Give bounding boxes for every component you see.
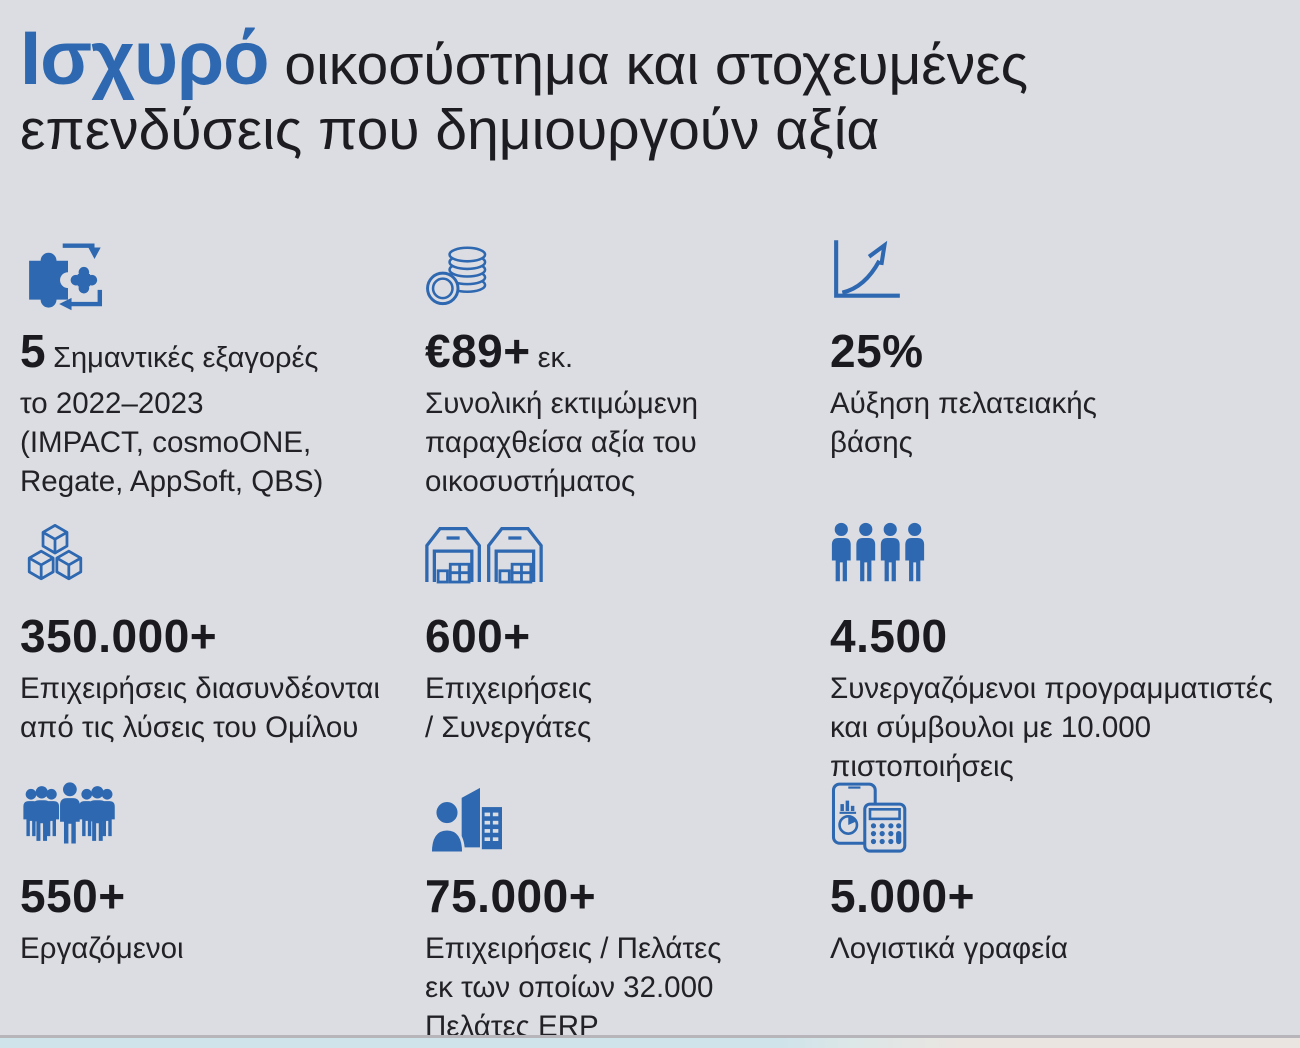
person-buildings-icon: [429, 787, 502, 854]
stat-description: Συνολική εκτιμώμενη παραχθείσα αξία του …: [425, 386, 699, 498]
stat-value: 550+: [20, 869, 126, 922]
stat-value: €89+: [425, 324, 531, 377]
crowd-icon: [23, 782, 115, 844]
cubes-icon: [27, 523, 83, 580]
stat-value: 350.000+: [20, 609, 218, 662]
stat-developers-consultants: 4.500 Συνεργαζόμενοι προγραμματιστές και…: [830, 521, 1280, 783]
stat-ecosystem-value: €89+ εκ. Συνολική εκτιμώμενη παραχθείσα α…: [425, 236, 830, 521]
warehouses-icon: [425, 526, 543, 584]
stat-accounting-offices: 5.000+ Λογιστικά γραφεία: [830, 781, 1280, 1047]
stat-description: Αύξηση πελατειακής βάσης: [830, 386, 1097, 459]
stat-description: Λογιστικά γραφεία: [830, 931, 1068, 965]
stat-suffix: Σημαντικές εξαγορές: [53, 341, 319, 374]
coins-stack-icon: [426, 246, 487, 305]
puzzle-exchange-icon: [29, 243, 103, 310]
page-title: Ισχυρό οικοσύστημα και στοχευμένες επενδ…: [20, 16, 1280, 163]
page-bottom-divider: [0, 1035, 1300, 1038]
stats-grid: 5 Σημαντικές εξαγορές το 2022–2023 (IMPAC…: [20, 236, 1280, 1047]
title-highlight: Ισχυρό: [20, 16, 270, 101]
stat-value: 5: [20, 324, 47, 377]
stat-description: Επιχειρήσεις / Συνεργάτες: [425, 671, 593, 744]
title-line-1: Ισχυρό οικοσύστημα και στοχευμένες: [20, 16, 1280, 101]
stat-suffix: εκ.: [537, 341, 574, 374]
title-line-2: επενδύσεις που δημιουργούν αξία: [20, 98, 880, 163]
stat-customers: 75.000+ Επιχειρήσεις / Πελάτες εκ των οπ…: [425, 781, 830, 1047]
tablet-calculator-icon: [831, 782, 907, 853]
title-rest-line1: οικοσύστημα και στοχευμένες: [268, 33, 1029, 97]
stat-description: Συνεργαζόμενοι προγραμματιστές και σύμβο…: [830, 671, 1273, 783]
stat-customer-growth: 25% Αύξηση πελατειακής βάσης: [830, 236, 1280, 521]
stat-partners: 600+ Επιχειρήσεις / Συνεργάτες: [425, 521, 830, 781]
stat-acquisitions: 5 Σημαντικές εξαγορές το 2022–2023 (IMPAC…: [20, 236, 425, 521]
stat-employees: 550+ Εργαζόμενοι: [20, 781, 425, 1047]
stat-value: 25%: [830, 324, 924, 377]
people-row-icon: [831, 522, 925, 581]
stat-value: 5.000+: [830, 869, 975, 922]
stat-value: 75.000+: [425, 869, 597, 922]
stat-description: Επιχειρήσεις / Πελάτες εκ των οποίων 32.…: [425, 931, 722, 1043]
stat-description: Εργαζόμενοι: [20, 931, 184, 965]
stat-description: το 2022–2023 (IMPACT, cosmoONE, Regate, …: [20, 386, 324, 498]
growth-chart-icon: [834, 239, 900, 298]
stat-connected-businesses: 350.000+ Επιχειρήσεις διασυνδέονται από …: [20, 521, 425, 781]
stat-value: 600+: [425, 609, 531, 662]
next-page-edge-strip: [0, 1038, 1300, 1048]
stat-description: Επιχειρήσεις διασυνδέονται από τις λύσει…: [20, 671, 380, 744]
stat-value: 4.500: [830, 609, 948, 662]
